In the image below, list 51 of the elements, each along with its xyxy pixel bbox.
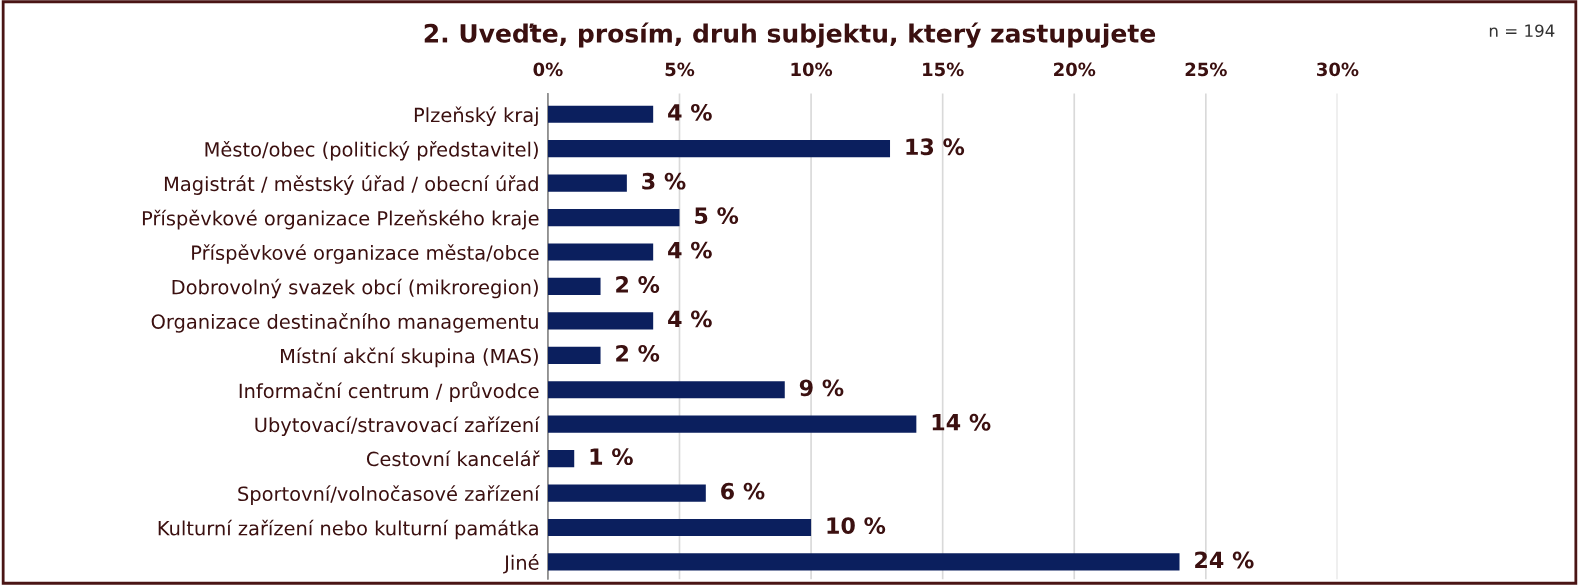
- y-tick-label: Příspěvkové organizace města/obce: [192, 244, 539, 264]
- data-label: 3 %: [642, 172, 686, 190]
- y-tick-label: Sportovní/volnočasové zařízení: [238, 485, 541, 505]
- data-label: 9 %: [799, 379, 844, 397]
- x-tick-label: 15%: [923, 62, 964, 77]
- data-label: 10 %: [827, 517, 886, 534]
- y-tick-label: Kulturní zařízení nebo kulturní památka: [158, 519, 538, 540]
- x-tick-label: 25%: [1185, 62, 1227, 77]
- bar: [547, 381, 785, 399]
- data-label: 4 %: [668, 310, 712, 328]
- data-label: 5 %: [695, 207, 739, 225]
- y-tick-label: Jiné: [503, 554, 539, 574]
- bar: [547, 518, 812, 537]
- data-label: 4 %: [668, 103, 712, 121]
- text: n = 194: [1489, 24, 1555, 38]
- y-tick-label: Ubytovací/stravovací zařízení: [255, 416, 541, 437]
- y-tick-label: Magistrát / městský úřad / obecní úřad: [164, 175, 538, 195]
- bar: [547, 243, 654, 261]
- data-label: 2 %: [616, 344, 660, 362]
- data-label: 4 %: [668, 241, 712, 259]
- x-tick-label: 20%: [1054, 62, 1096, 77]
- bar: [547, 105, 654, 123]
- x-tick-label: 5%: [665, 62, 695, 77]
- data-label: 2 %: [616, 276, 660, 293]
- bar: [547, 312, 654, 330]
- y-tick-label: Plzeňský kraj: [414, 106, 538, 127]
- bar: [547, 174, 627, 192]
- y-tick-label: Město/obec (politický představitel): [205, 140, 538, 161]
- y-tick-label: Cestovní kancelář: [366, 450, 540, 467]
- bar: [547, 208, 680, 227]
- data-label: 1 %: [590, 448, 633, 466]
- bar: [547, 346, 601, 364]
- data-label: 6 %: [721, 482, 765, 500]
- data-label: 13 %: [906, 138, 965, 156]
- x-tick-label: 10%: [791, 62, 833, 77]
- data-label: 24 %: [1195, 551, 1254, 569]
- y-tick-label: Místní akční skupina (MAS): [281, 347, 538, 368]
- bar: [547, 553, 1180, 571]
- x-tick-label: 30%: [1317, 62, 1359, 77]
- bar: [547, 415, 917, 433]
- y-tick-label: Informační centrum / průvodce: [239, 381, 539, 403]
- bar: [547, 277, 601, 296]
- data-label: 14 %: [932, 413, 991, 431]
- bar: [547, 484, 706, 502]
- x-tick-label: 0%: [533, 62, 563, 77]
- y-tick-label: Organizace destinačního managementu: [151, 313, 538, 333]
- bar: [547, 450, 575, 468]
- bar: [547, 140, 891, 158]
- chart-title: 2. Uveďte, prosím, druh subjektu, který zastupujete: [424, 22, 1156, 48]
- y-tick-label: Dobrovolný svazek obcí (mikroregion): [172, 278, 538, 299]
- y-tick-label: Příspěvkové organizace Plzeňského kraje: [142, 209, 539, 230]
